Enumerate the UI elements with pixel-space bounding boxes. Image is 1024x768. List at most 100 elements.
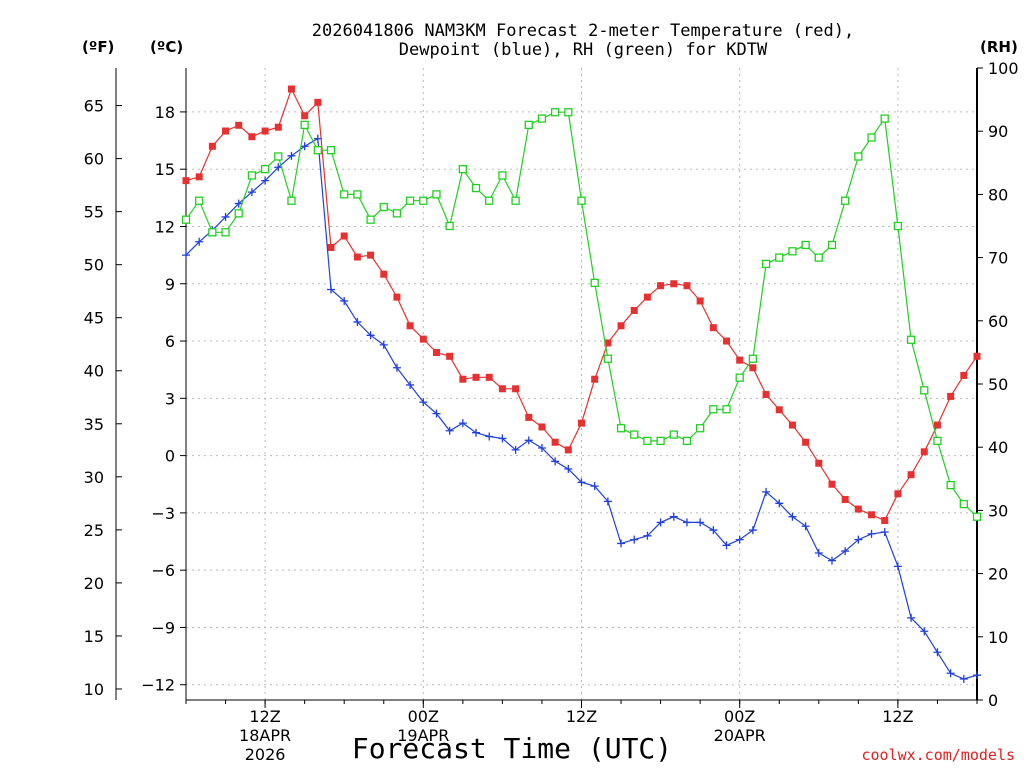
2-meter-temperature-point — [604, 339, 612, 347]
dewpoint-point — [564, 464, 573, 473]
rh-point — [181, 215, 191, 224]
dewpoint-point — [801, 522, 810, 531]
dewpoint-point — [933, 648, 942, 657]
2-meter-temperature-point — [960, 371, 968, 379]
rh-point — [867, 133, 876, 142]
2-meter-temperature-point — [578, 419, 585, 427]
2-meter-temperature-point — [933, 421, 941, 429]
grid-lines — [186, 68, 977, 700]
2-meter-temperature-point — [314, 98, 322, 106]
rh-point — [326, 146, 336, 155]
dewpoint-point — [946, 669, 955, 678]
2-meter-temperature-point — [894, 490, 902, 498]
x-tick-label: 12Z — [249, 707, 280, 726]
axes — [115, 68, 978, 701]
2-meter-temperature-point — [775, 406, 783, 414]
celsius-tick-label: −3 — [151, 504, 175, 523]
fahrenheit-tick-label: 50 — [84, 256, 104, 275]
rh-point — [880, 114, 889, 123]
rh-point — [722, 405, 731, 414]
2-meter-temperature-point — [301, 112, 309, 120]
rh-point — [827, 240, 837, 250]
celsius-tick-label: 0 — [165, 447, 175, 466]
2-meter-temperature-point — [696, 297, 704, 305]
dewpoint-point — [472, 428, 481, 437]
dewpoint-point — [735, 535, 744, 544]
2-meter-temperature-point — [657, 282, 665, 290]
series-2-meter-temperature — [182, 85, 981, 525]
dewpoint-point — [656, 518, 665, 527]
celsius-tick-label: 18 — [155, 103, 175, 122]
dewpoint-point — [854, 535, 863, 544]
rh-tick-label: 40 — [988, 438, 1008, 457]
rh-tick-label: 50 — [988, 375, 1008, 394]
dewpoint-point — [907, 613, 916, 622]
rh-unit-label: (RH) — [980, 38, 1018, 56]
dewpoint-point — [682, 518, 691, 527]
dewpoint-point — [748, 526, 757, 535]
dewpoint-point — [775, 499, 784, 508]
2-meter-temperature-point — [208, 142, 216, 150]
fahrenheit-tick-label: 65 — [84, 97, 104, 116]
2-meter-temperature-point — [393, 293, 401, 301]
x-tick-date: 18APR — [239, 726, 291, 745]
rh-tick-label: 100 — [988, 59, 1019, 78]
rh-point — [906, 335, 916, 344]
rh-point — [379, 202, 388, 212]
x-tick-date: 20APR — [714, 726, 766, 745]
rh-point — [933, 436, 942, 446]
dewpoint-point — [867, 529, 876, 538]
dewpoint-point — [313, 134, 322, 143]
2-meter-temperature-point — [630, 306, 638, 314]
fahrenheit-tick-label: 40 — [84, 362, 104, 381]
rh-point — [419, 196, 428, 205]
dewpoint-point — [234, 199, 243, 208]
dewpoint-point — [511, 445, 520, 454]
rh-point — [274, 152, 283, 161]
2-meter-temperature-point — [709, 324, 717, 332]
rh-point — [590, 278, 599, 288]
dewpoint-point — [287, 151, 296, 160]
rh-point — [366, 215, 375, 224]
rh-point — [537, 114, 547, 123]
rh-point — [221, 228, 230, 237]
rh-tick-label: 90 — [988, 122, 1008, 141]
dewpoint-point — [630, 535, 639, 544]
rh-point — [340, 190, 349, 199]
2-meter-temperature-point — [749, 364, 757, 372]
rh-point — [682, 436, 692, 446]
celsius-tick-label: 15 — [155, 160, 175, 179]
2-meter-temperature-point — [327, 243, 335, 251]
dewpoint-point — [880, 527, 889, 536]
rh-point — [564, 108, 573, 117]
dewpoint-point — [762, 487, 771, 496]
2-meter-temperature-point — [788, 421, 796, 429]
rh-point — [234, 209, 243, 218]
dewpoint-point — [327, 285, 336, 294]
2-meter-temperature-point — [472, 373, 480, 381]
2-meter-temperature-point — [380, 270, 388, 278]
2-meter-temperature-point — [538, 423, 546, 431]
2-meter-temperature-point — [287, 85, 295, 93]
fahrenheit-tick-label: 30 — [84, 468, 104, 487]
2-meter-temperature-point — [485, 373, 493, 381]
2-meter-temperature-point — [551, 438, 559, 446]
rh-tick-label: 70 — [988, 249, 1008, 268]
2-meter-temperature-point — [591, 375, 599, 383]
x-tick-label: 12Z — [882, 707, 913, 726]
rh-point — [432, 190, 441, 199]
2-meter-temperature-point — [736, 356, 744, 364]
rh-point — [511, 196, 520, 205]
celsius-tick-label: 3 — [165, 389, 175, 408]
chart-title-line1: 2026041806 NAM3KM Forecast 2-meter Tempe… — [312, 21, 854, 41]
dewpoint-point — [379, 340, 388, 349]
2-meter-temperature-point — [235, 121, 243, 129]
rh-point — [748, 354, 758, 363]
rh-point — [577, 196, 586, 205]
dewpoint-point — [920, 627, 929, 636]
rh-point — [208, 228, 217, 237]
2-meter-temperature-point — [907, 471, 915, 479]
rh-point — [814, 253, 823, 262]
rh-point — [353, 190, 362, 199]
2-meter-temperature-point — [683, 282, 691, 290]
